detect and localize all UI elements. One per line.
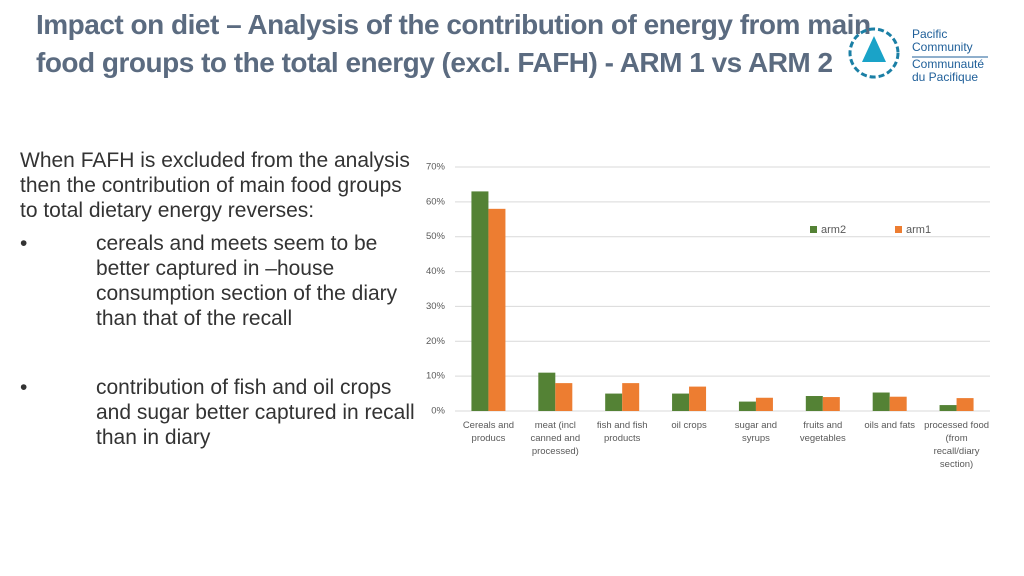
logo: Pacific Community Communauté du Pacifiqu…: [848, 27, 988, 84]
bar: [939, 405, 957, 411]
bar: [738, 401, 756, 411]
legend-swatch: [810, 226, 817, 233]
body-text: When FAFH is excluded from the analysis …: [20, 148, 420, 494]
bullet: contribution of fish and oil crops and s…: [20, 375, 420, 450]
x-tick-label: sugar and syrups: [735, 420, 777, 444]
bar: [805, 396, 823, 411]
bar: [488, 208, 506, 411]
bar: [822, 397, 840, 411]
x-tick-label: fish and fish products: [597, 420, 648, 444]
x-tick-label: meat (incl canned and processed): [530, 420, 580, 457]
bar: [755, 397, 773, 411]
y-tick-label: 10%: [426, 371, 446, 382]
y-tick-label: 60%: [426, 196, 446, 207]
y-tick-label: 20%: [426, 336, 446, 347]
bar: [956, 398, 974, 411]
bar: [605, 393, 623, 411]
x-tick-label: oil crops: [671, 420, 707, 431]
bar: [622, 383, 640, 411]
x-tick-label: fruits and vegetables: [800, 420, 846, 444]
bar: [538, 372, 556, 411]
bullet: cereals and meets seem to be better capt…: [20, 231, 420, 331]
y-tick-label: 40%: [426, 266, 446, 277]
y-tick-label: 30%: [426, 301, 446, 312]
bar: [672, 393, 690, 411]
logo-text: Communauté: [912, 57, 984, 71]
intro: When FAFH is excluded from the analysis …: [20, 149, 410, 222]
bar: [471, 191, 489, 411]
bar: [555, 383, 573, 411]
legend-label: arm2: [821, 224, 846, 236]
chart: 0% 10% 20% 30% 40% 50% 60% 70% Cereals and produc…: [426, 162, 990, 470]
x-tick-label: oils and fats: [864, 420, 915, 431]
legend-label: arm1: [906, 224, 931, 236]
x-tick-label: Cereals and producs: [463, 420, 514, 444]
bar: [889, 396, 907, 411]
logo-sail: [862, 36, 886, 62]
logo-text: Pacific: [912, 27, 947, 41]
legend-swatch: [895, 226, 902, 233]
bar: [689, 386, 707, 411]
y-tick-label: 50%: [426, 231, 446, 242]
logo-text: du Pacifique: [912, 70, 978, 84]
logo-ring: [848, 27, 900, 79]
logo-text: Community: [912, 40, 973, 54]
bar: [872, 392, 890, 411]
y-tick-label: 0%: [431, 406, 445, 417]
x-tick-label: processed food (from recall/diary section): [924, 420, 989, 470]
y-tick-label: 70%: [426, 162, 446, 173]
slide-title: Impact on diet – Analysis of the contrib…: [36, 9, 871, 78]
